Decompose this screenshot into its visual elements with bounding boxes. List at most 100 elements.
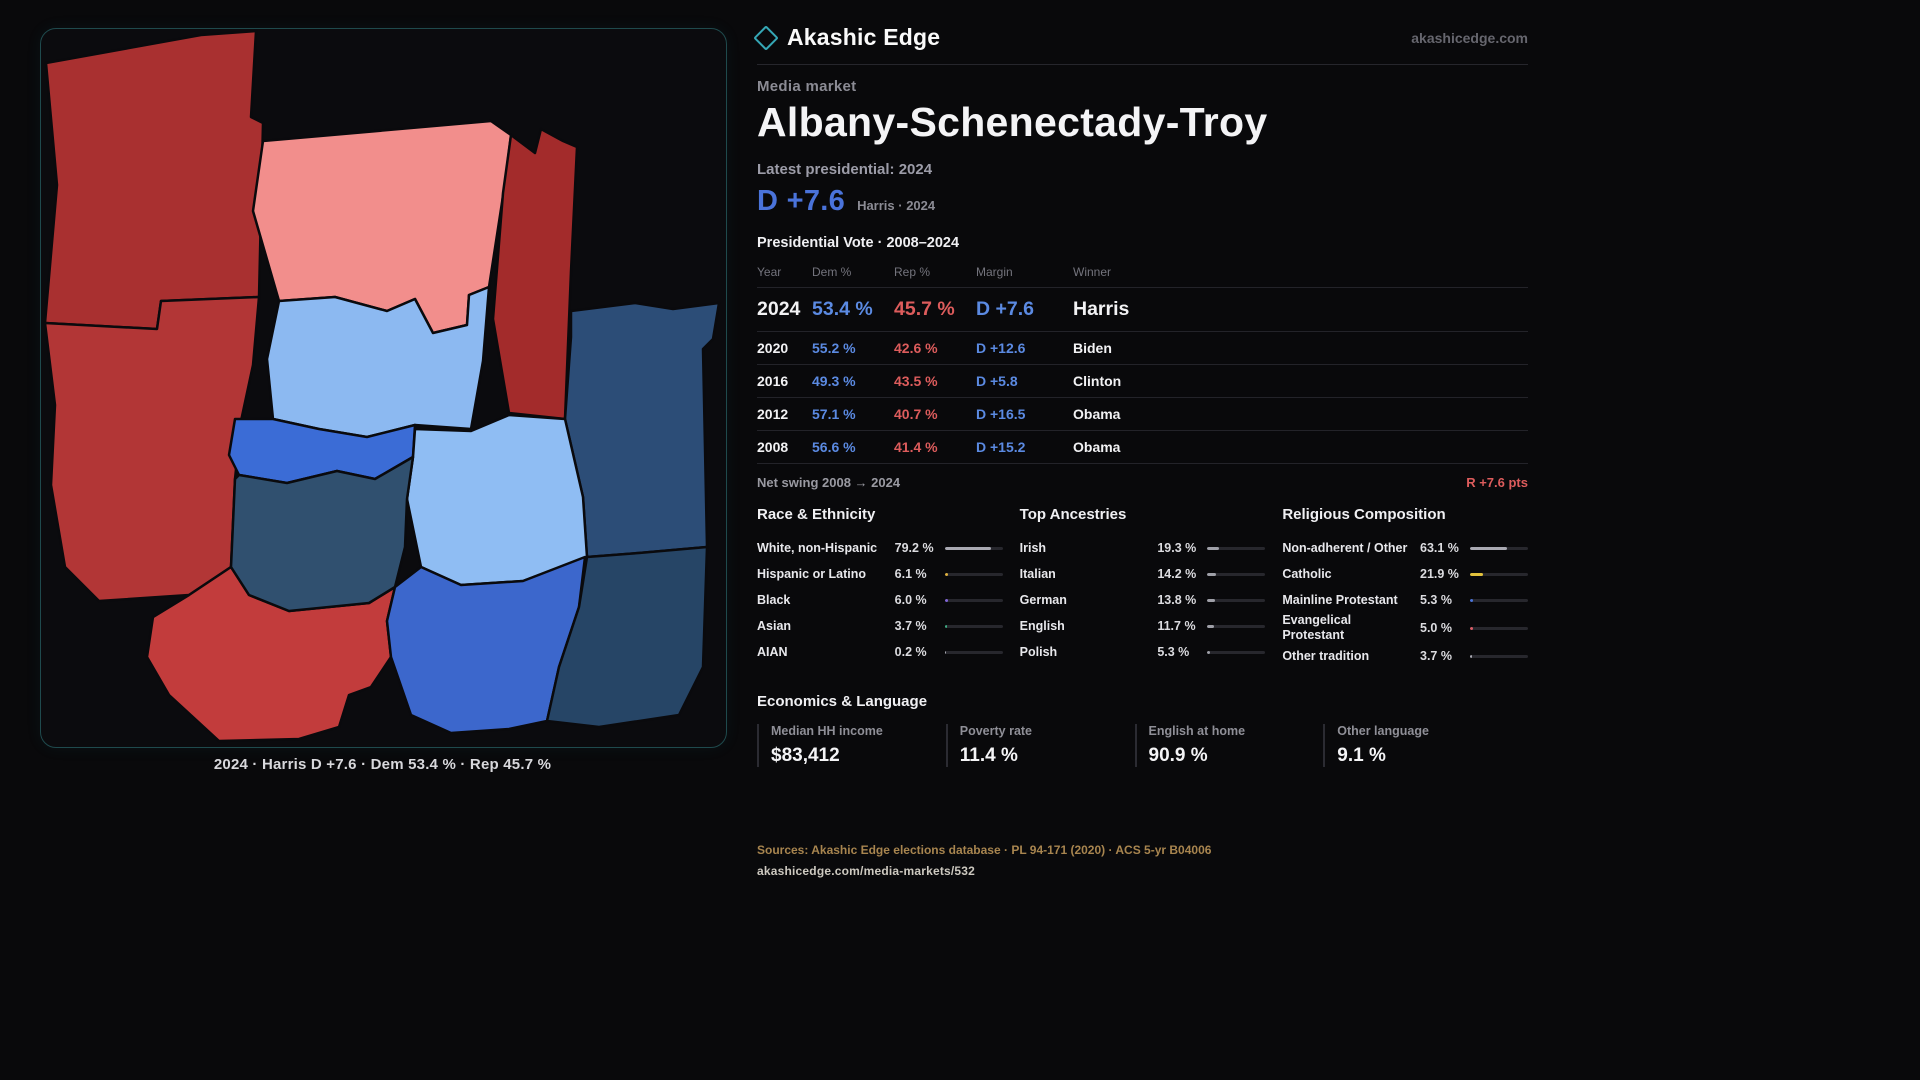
stat-row: Non-adherent / Other 63.1 %	[1282, 535, 1528, 561]
stat-value: 13.8 %	[1157, 593, 1197, 607]
stat-value: 11.7 %	[1157, 619, 1196, 633]
brand-domain-link[interactable]: akashicedge.com	[1411, 29, 1528, 46]
stat-value: 19.3 %	[1157, 541, 1197, 555]
dem-cell: 57.1 %	[812, 406, 856, 422]
net-swing: Net swing 2008 → 2024 R +7.6 pts	[757, 475, 1528, 490]
econ-value: $83,412	[771, 745, 840, 766]
county-west-red[interactable]	[43, 295, 261, 603]
county-northeast-red[interactable]	[491, 127, 579, 421]
stat-bar	[1470, 598, 1528, 602]
econ-label: Poverty rate	[959, 724, 1033, 738]
col-margin: Margin	[976, 265, 1013, 279]
rep-cell: 45.7 %	[894, 298, 955, 320]
headline-detail: Harris · 2024	[857, 198, 936, 213]
stat-value: 0.2 %	[894, 645, 927, 659]
county-south-slate[interactable]	[229, 455, 415, 613]
brand-name: Akashic Edge	[787, 24, 941, 50]
stat-bar-fill	[1207, 624, 1215, 628]
stat-bar	[1207, 572, 1266, 576]
vote-row-2024: 2024 53.4 % 45.7 % D +7.6 Harris	[757, 287, 1528, 331]
stat-bar	[1470, 546, 1528, 550]
vote-table-title: Presidential Vote · 2008–2024	[757, 235, 960, 251]
col-dem: Dem %	[812, 265, 852, 279]
stat-label: AIAN	[757, 644, 788, 659]
stat-bar-fill	[944, 546, 991, 550]
econ-card-english-at-home: English at home 90.9 %	[1134, 724, 1324, 767]
stat-bar	[944, 598, 1003, 602]
stat-bar-fill	[1207, 650, 1211, 654]
stat-bar-fill	[944, 598, 949, 602]
stat-bar	[1470, 654, 1528, 658]
stat-row: Mainline Protestant 5.3 %	[1282, 587, 1528, 613]
stat-bar-fill	[1470, 626, 1473, 630]
stat-row: Italian 14.2 %	[1020, 561, 1266, 587]
econ-value: 11.4 %	[959, 745, 1018, 766]
vote-row-2008: 2008 56.6 % 41.4 % D +15.2 Obama	[757, 430, 1528, 463]
stat-value: 3.7 %	[894, 619, 927, 633]
winner-cell: Obama	[1073, 439, 1121, 455]
stat-row: Black 6.0 %	[757, 587, 1003, 613]
col-rep: Rep %	[894, 265, 931, 279]
stat-bar	[1207, 650, 1266, 654]
stat-value: 14.2 %	[1157, 567, 1197, 581]
vote-row-2016: 2016 49.3 % 43.5 % D +5.8 Clinton	[757, 364, 1528, 397]
stat-bar	[944, 572, 1003, 576]
econ-label: Median HH income	[771, 724, 883, 738]
stat-row: Catholic 21.9 %	[1282, 561, 1528, 587]
header-divider	[757, 64, 1528, 65]
stat-bar	[1470, 572, 1528, 576]
stat-bar-fill	[1207, 546, 1219, 550]
stat-row: English 11.7 %	[1020, 613, 1266, 639]
winner-cell: Clinton	[1073, 373, 1122, 389]
stat-value: 5.3 %	[1157, 645, 1190, 659]
econ-value: 90.9 %	[1148, 745, 1208, 766]
county-south-lightblue[interactable]	[405, 413, 589, 587]
rep-cell: 42.6 %	[894, 340, 938, 356]
section-title: Religious Composition	[1282, 506, 1446, 523]
net-swing-value: R +7.6 pts	[1466, 475, 1528, 490]
stat-bar	[944, 624, 1003, 628]
permalink[interactable]: akashicedge.com/media-markets/532	[757, 864, 976, 878]
county-southeast-navy[interactable]	[545, 545, 709, 729]
demographics: Race & Ethnicity White, non-Hispanic 79.…	[757, 506, 1528, 669]
stat-bar-fill	[1470, 546, 1507, 550]
kicker: Media market	[757, 78, 857, 95]
stat-value: 21.9 %	[1420, 567, 1459, 581]
county-nw-red[interactable]	[43, 29, 265, 331]
headline: D +7.6 Harris · 2024	[757, 185, 1528, 218]
stat-label: Black	[757, 592, 791, 607]
county-east-navy[interactable]	[563, 301, 721, 559]
stat-value: 63.1 %	[1420, 541, 1459, 555]
stat-bar-fill	[1207, 572, 1216, 576]
stat-value: 6.0 %	[894, 593, 927, 607]
stat-bar-fill	[1470, 572, 1483, 576]
vote-row-2020: 2020 55.2 % 42.6 % D +12.6 Biden	[757, 331, 1528, 364]
winner-cell: Biden	[1073, 340, 1112, 356]
margin-cell: D +5.8	[976, 373, 1018, 389]
winner-cell: Obama	[1073, 406, 1121, 422]
stat-row: White, non-Hispanic 79.2 %	[757, 535, 1003, 561]
vote-table: Year Dem % Rep % Margin Winner 2024 53.4…	[757, 259, 1528, 464]
section-title: Top Ancestries	[1019, 506, 1127, 523]
econ-card-poverty-rate: Poverty rate 11.4 %	[945, 724, 1135, 767]
rep-cell: 41.4 %	[894, 439, 938, 455]
stat-bar-fill	[1470, 654, 1473, 658]
brand-diamond-icon	[753, 24, 779, 51]
stat-row: Polish 5.3 %	[1020, 639, 1266, 665]
stat-value: 5.0 %	[1420, 621, 1452, 635]
dem-cell: 55.2 %	[812, 340, 856, 356]
stat-label: Mainline Protestant	[1282, 592, 1398, 607]
stat-bar-fill	[1207, 598, 1216, 602]
latest-presidential-label: Latest presidential: 2024	[757, 161, 933, 178]
footer: Sources: Akashic Edge elections database…	[757, 843, 1528, 878]
vote-row-2012: 2012 57.1 % 40.7 % D +16.5 Obama	[757, 397, 1528, 430]
economics-title: Economics & Language	[757, 693, 928, 710]
stat-label: Italian	[1019, 566, 1056, 581]
margin-cell: D +16.5	[976, 406, 1026, 422]
section-race-ethnicity: Race & Ethnicity White, non-Hispanic 79.…	[757, 506, 1003, 669]
rep-cell: 40.7 %	[894, 406, 938, 422]
econ-card-other-language: Other language 9.1 %	[1323, 724, 1512, 767]
stat-bar-fill	[944, 572, 949, 576]
econ-card-median-hh-income: Median HH income $83,412	[757, 724, 946, 767]
stat-label: Catholic	[1282, 566, 1332, 581]
